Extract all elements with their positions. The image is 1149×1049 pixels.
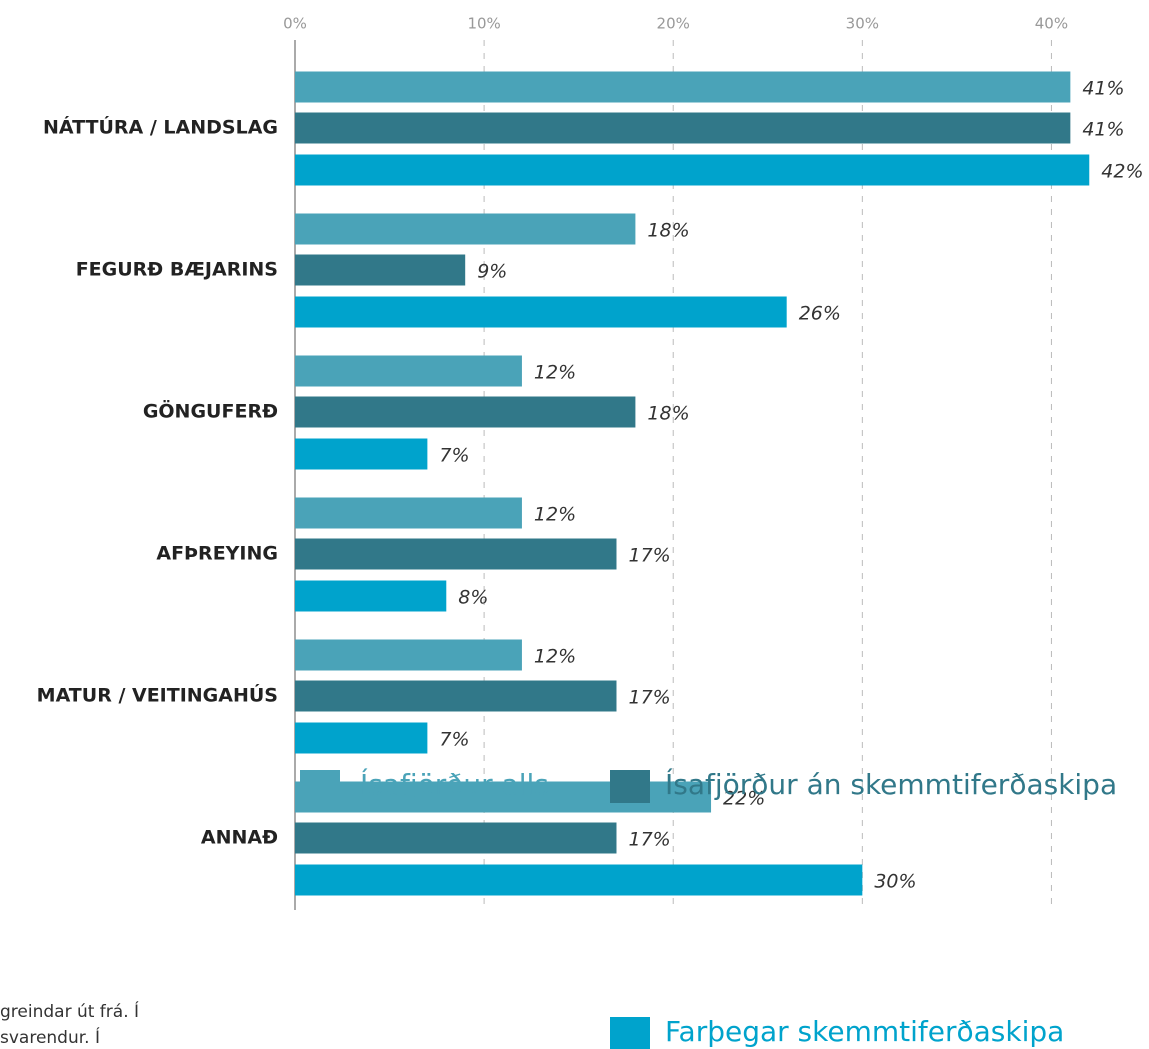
value-label: 12% (534, 646, 576, 668)
category-label: ANNAÐ (201, 827, 278, 849)
value-label: 41% (1082, 78, 1124, 100)
value-label: 12% (534, 504, 576, 526)
legend-swatch (300, 770, 340, 803)
x-tick-label: 10% (467, 15, 500, 33)
value-label: 30% (874, 871, 916, 893)
legend-label: Farþegar skemmtiferðaskipa (665, 1015, 1064, 1048)
bar (295, 71, 1071, 103)
value-label: 22% (723, 788, 765, 810)
category-label: FEGURÐ BÆJARINS (76, 259, 278, 281)
bar (295, 497, 522, 529)
value-label: 17% (628, 829, 670, 851)
bar (295, 254, 466, 286)
value-label: 42% (1101, 161, 1143, 183)
legend-label: Ísafjörður án skemmtiferðaskipa (665, 767, 1117, 801)
bar (295, 213, 636, 245)
bar (295, 722, 428, 754)
legend-swatch (610, 1017, 650, 1049)
legend-label: Ísafjörður alls (360, 767, 549, 801)
x-tick-label: 0% (283, 15, 307, 33)
category-label: MATUR / VEITINGAHÚS (37, 683, 278, 707)
value-label: 17% (628, 687, 670, 709)
bar (295, 438, 428, 470)
value-label: 18% (647, 220, 689, 242)
bar (295, 864, 863, 896)
bar (295, 680, 617, 712)
bar (295, 296, 787, 328)
value-label: 7% (439, 729, 469, 751)
value-label: 17% (628, 545, 670, 567)
value-label: 26% (799, 303, 841, 325)
x-tick-label: 40% (1035, 15, 1068, 33)
value-label: 9% (477, 261, 507, 283)
bar (295, 154, 1090, 186)
bar (295, 580, 447, 612)
bar (295, 112, 1071, 144)
footnote: svarendur. Í (0, 1026, 100, 1048)
value-label: 8% (458, 587, 488, 609)
bar (295, 639, 522, 671)
footnote: greindar út frá. Í (0, 1000, 139, 1022)
x-tick-label: 30% (846, 15, 879, 33)
x-tick-label: 20% (657, 15, 690, 33)
value-label: 41% (1082, 119, 1124, 141)
category-label: NÁTTÚRA / LANDSLAG (43, 115, 278, 139)
value-label: 18% (647, 403, 689, 425)
category-label: AFÞREYING (156, 543, 278, 565)
bar (295, 822, 617, 854)
bar (295, 355, 522, 387)
value-label: 7% (439, 445, 469, 467)
category-label: GÖNGUFERÐ (143, 399, 278, 423)
bar (295, 396, 636, 428)
bar (295, 538, 617, 570)
value-label: 12% (534, 362, 576, 384)
legend-swatch (610, 770, 650, 803)
